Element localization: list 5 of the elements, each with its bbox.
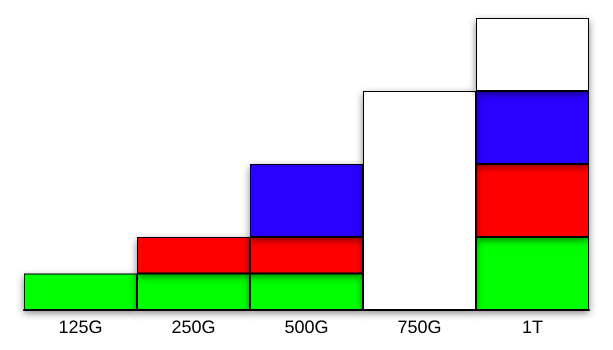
x-tick-label: 125G [58, 317, 103, 337]
x-tick-label: 500G [284, 317, 329, 337]
x-tick-label: 750G [397, 317, 442, 337]
x-tick-label: 250G [171, 317, 216, 337]
x-tick-label: 1T [522, 317, 544, 337]
